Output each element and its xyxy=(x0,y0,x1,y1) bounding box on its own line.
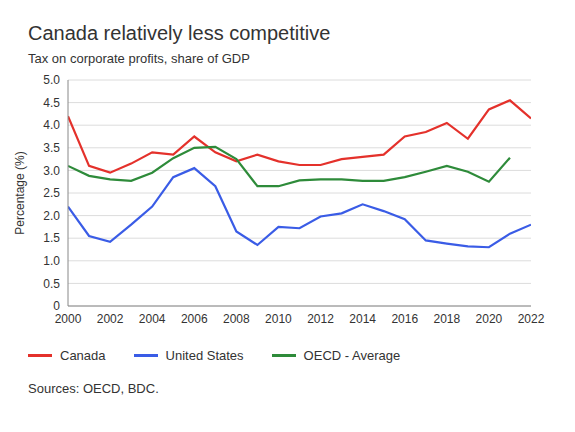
svg-text:3.0: 3.0 xyxy=(43,164,60,178)
svg-text:1.5: 1.5 xyxy=(43,231,60,245)
svg-text:1.0: 1.0 xyxy=(43,254,60,268)
svg-text:2008: 2008 xyxy=(223,312,250,326)
html-text:Sources: OECD, BDC.: Sources: OECD, BDC. xyxy=(28,381,159,396)
svg-text:2006: 2006 xyxy=(181,312,208,326)
svg-text:2016: 2016 xyxy=(391,312,418,326)
svg-text:2018: 2018 xyxy=(433,312,460,326)
html-text:OECD - Average: OECD - Average xyxy=(303,348,401,363)
svg-text:2010: 2010 xyxy=(265,312,292,326)
svg-text:2022: 2022 xyxy=(518,312,545,326)
svg-text:0: 0 xyxy=(53,299,60,313)
html-text:United States: United States xyxy=(165,348,244,363)
svg-text:2020: 2020 xyxy=(476,312,503,326)
svg-text:0.5: 0.5 xyxy=(43,277,60,291)
svg-text:2.0: 2.0 xyxy=(43,209,60,223)
svg-text:4.0: 4.0 xyxy=(43,118,60,132)
html-text:Tax on corporate profits, shar: Tax on corporate profits, share of GDP xyxy=(28,51,250,66)
svg-text:2012: 2012 xyxy=(307,312,334,326)
svg-text:4.5: 4.5 xyxy=(43,96,60,110)
svg-text:5.0: 5.0 xyxy=(43,73,60,87)
svg-text:2.5: 2.5 xyxy=(43,186,60,200)
svg-text:2000: 2000 xyxy=(55,312,82,326)
svg-text:2002: 2002 xyxy=(97,312,124,326)
svg-text:Percentage (%): Percentage (%) xyxy=(13,151,27,234)
svg-text:3.5: 3.5 xyxy=(43,141,60,155)
html-text:Canada relatively less competi: Canada relatively less competitive xyxy=(28,22,331,44)
svg-text:2014: 2014 xyxy=(349,312,376,326)
html-text:Canada: Canada xyxy=(60,348,106,363)
svg-text:2004: 2004 xyxy=(139,312,166,326)
